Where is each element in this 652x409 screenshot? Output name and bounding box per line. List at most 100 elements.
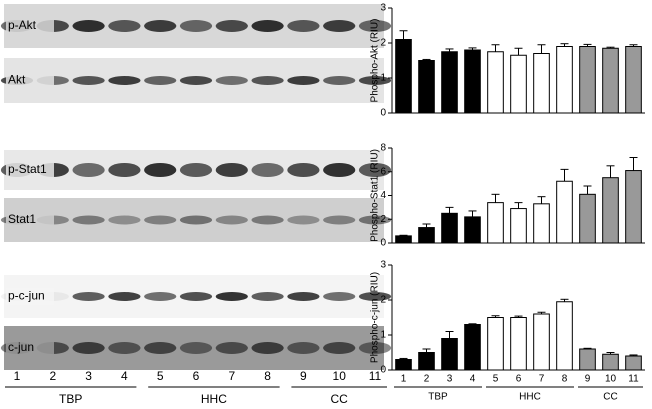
blot-band [108,292,141,301]
row-label: p-Akt [8,18,37,32]
blot-band [179,342,213,354]
group-label: HHC [519,392,541,403]
blot-band [144,215,177,225]
row-label: Stat1 [8,212,36,226]
lane-label: 10 [333,369,347,383]
blot-band [72,342,105,354]
x-tick-label: 4 [470,374,476,385]
blot-band [179,20,213,32]
bar [510,54,527,114]
blot-band [323,215,356,225]
blot-band [287,20,320,32]
group-label: HHC [201,392,227,406]
bar [602,177,619,244]
x-tick-label: 2 [424,374,430,385]
blot-band [323,163,356,177]
blot-band [251,76,284,85]
blot-band [323,292,356,301]
bar [579,46,596,114]
blot-band [108,215,141,225]
row-label-bg [6,161,54,179]
blot-band [215,342,248,354]
bar [395,39,412,114]
bar [533,53,550,114]
blot-band [144,76,177,85]
x-tick-label: 1 [401,374,407,385]
y-tick-label: 8 [380,143,386,154]
bar [395,235,412,244]
blot-band [358,292,392,301]
blot-band [144,292,177,301]
lane-label: 9 [300,369,307,383]
y-axis-label: Phospho-Stat1 (RIU) [370,149,381,242]
y-tick-label: 1 [380,330,386,341]
bar [602,47,619,114]
bar [464,324,481,371]
bar [510,208,527,244]
blot-band [358,76,392,85]
blot-band [72,76,105,85]
lane-label: 4 [121,369,128,383]
y-axis-label: Phospho-c-jun (RIU) [370,272,381,363]
blot-band [72,215,105,225]
blot-band [72,292,105,301]
bar [487,51,504,114]
y-tick-label: 3 [380,260,386,271]
y-tick-label: 4 [380,190,386,201]
blot-band [251,342,284,354]
y-tick-label: 0 [380,238,386,249]
blot-band [251,292,284,301]
blot-band [144,342,177,354]
blot-band [358,20,392,32]
bar [625,355,642,371]
bar [556,301,573,371]
y-tick-label: 2 [380,214,386,225]
row-label-bg [6,71,54,90]
blot-band [144,20,177,32]
blot-band [179,163,213,177]
row-label-bg [6,339,54,357]
bar [579,348,596,371]
blot-band [144,163,177,177]
bar [441,212,458,244]
group-label: TBP [59,392,82,406]
bar [487,202,504,244]
x-tick-label: 9 [585,374,591,385]
x-tick-label: 3 [447,374,453,385]
y-tick-label: 3 [380,3,386,14]
bar [441,51,458,114]
row-label-bg [6,17,54,35]
bar [395,359,412,371]
row-label: Akt [8,73,26,87]
lane-label: 2 [49,369,56,383]
lane-label: 1 [14,369,21,383]
blot-band [215,163,248,177]
x-tick-label: 11 [628,374,639,385]
bar [418,60,435,114]
lane-label: 5 [157,369,164,383]
bar [510,317,527,371]
blot-band [179,292,213,301]
blot-band [323,76,356,85]
blot-band [251,215,284,225]
y-tick-label: 1 [380,73,386,84]
lane-label: 3 [85,369,92,383]
x-tick-label: 10 [605,374,617,385]
bar [418,227,435,244]
bar [418,352,435,371]
blot-band [215,215,248,225]
lane-label: 8 [264,369,271,383]
blot-band [251,20,284,32]
blot-band [179,76,213,85]
row-label-bg [6,287,54,306]
blot-band [358,215,392,225]
y-tick-label: 0 [380,365,386,376]
y-tick-label: 0 [380,108,386,119]
blot-band [323,342,356,354]
x-tick-label: 8 [562,374,568,385]
bar [556,46,573,114]
blot-band [358,163,392,177]
blot-band [72,163,105,177]
blot-band [287,215,320,225]
